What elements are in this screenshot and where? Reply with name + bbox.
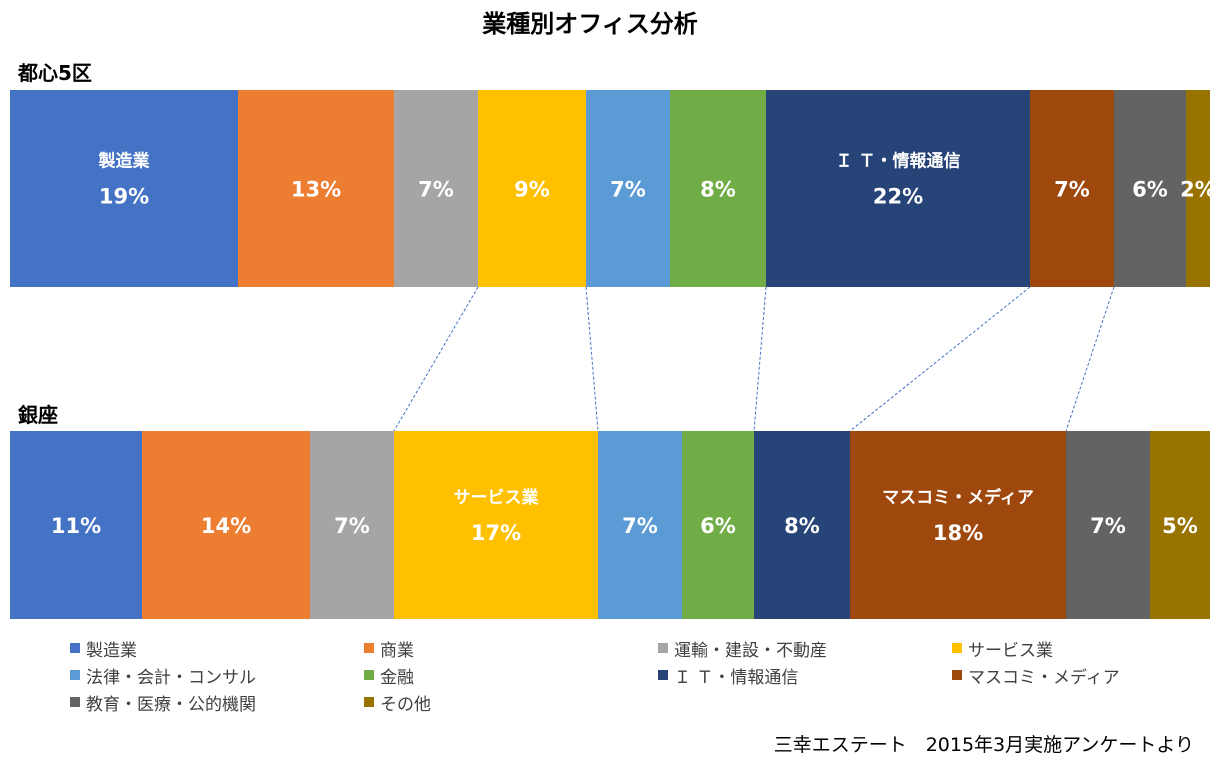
bar-segment-ginza-2 bbox=[310, 431, 394, 619]
group-label-toshin: 都心5区 bbox=[18, 61, 92, 85]
data-label-toshin-0: 19% bbox=[99, 185, 149, 209]
legend-swatch bbox=[70, 670, 80, 680]
bar-segment-ginza-8 bbox=[1066, 431, 1150, 619]
bar-segment-toshin-8 bbox=[1114, 90, 1186, 287]
bar-segment-ginza-7 bbox=[850, 431, 1066, 619]
legend-item-3: サービス業 bbox=[952, 636, 1190, 661]
data-label-toshin-1: 13% bbox=[291, 178, 341, 202]
data-label-ginza-2: 7% bbox=[334, 514, 370, 538]
legend-item-8: 教育・医療・公的機関 bbox=[70, 690, 364, 715]
data-label-toshin-9: 2% bbox=[1180, 178, 1216, 202]
category-label-toshin-6: Ｉ Ｔ・情報通信 bbox=[836, 151, 961, 172]
legend-swatch bbox=[952, 670, 962, 680]
data-label-toshin-7: 7% bbox=[1054, 178, 1090, 202]
legend-label: 製造業 bbox=[86, 640, 137, 661]
connector-line-4 bbox=[1065, 286, 1115, 432]
data-label-toshin-3: 9% bbox=[514, 178, 550, 202]
legend-item-2: 運輸・建設・不動産 bbox=[658, 636, 952, 661]
bar-segment-toshin-3 bbox=[478, 90, 586, 287]
legend-swatch bbox=[70, 643, 80, 653]
bar-segment-ginza-0 bbox=[10, 431, 142, 619]
stacked-bar-chart: 19% 製造業 13% 7% 9% 7% 8% 22% Ｉ Ｔ・情報通信 7% 6% 2% 11% 14%… bbox=[10, 90, 1216, 619]
data-label-toshin-4: 7% bbox=[610, 178, 646, 202]
legend-swatch bbox=[364, 643, 374, 653]
legend-label: 金融 bbox=[380, 667, 414, 688]
legend-swatch bbox=[364, 697, 374, 707]
category-label-ginza-7: マスコミ・メディア bbox=[882, 487, 1034, 508]
connector-line-0 bbox=[393, 286, 479, 432]
connector-line-3 bbox=[849, 286, 1031, 432]
bar-segment-ginza-4 bbox=[598, 431, 682, 619]
legend-swatch bbox=[658, 643, 668, 653]
bar-segment-ginza-9 bbox=[1150, 431, 1210, 619]
bar-segment-ginza-5 bbox=[682, 431, 754, 619]
data-label-ginza-8: 7% bbox=[1090, 514, 1126, 538]
legend-label: Ｉ Ｔ・情報通信 bbox=[674, 667, 799, 688]
group-label-ginza: 銀座 bbox=[18, 403, 58, 427]
legend-swatch bbox=[70, 697, 80, 707]
legend-item-4: 法律・会計・コンサル bbox=[70, 663, 364, 688]
category-label-toshin-0: 製造業 bbox=[98, 151, 150, 172]
legend-label: 教育・医療・公的機関 bbox=[86, 694, 256, 715]
bar-segment-ginza-6 bbox=[754, 431, 850, 619]
legend-label: その他 bbox=[380, 694, 431, 715]
data-label-ginza-1: 14% bbox=[201, 514, 251, 538]
bars bbox=[10, 90, 1210, 619]
bar-segment-toshin-4 bbox=[586, 90, 670, 287]
bar-segment-toshin-0 bbox=[10, 90, 238, 287]
bar-segment-toshin-1 bbox=[238, 90, 394, 287]
bar-segment-toshin-7 bbox=[1030, 90, 1114, 287]
data-label-ginza-9: 5% bbox=[1162, 514, 1198, 538]
data-label-ginza-0: 11% bbox=[51, 514, 101, 538]
legend-item-9: その他 bbox=[364, 690, 658, 715]
legend-swatch bbox=[952, 643, 962, 653]
connector-line-1 bbox=[585, 286, 599, 432]
bar-segment-ginza-1 bbox=[142, 431, 310, 619]
data-labels: 19% 製造業 13% 7% 9% 7% 8% 22% Ｉ Ｔ・情報通信 7% 6% 2% 11% 14%… bbox=[51, 151, 1216, 546]
data-label-ginza-4: 7% bbox=[622, 514, 658, 538]
data-label-toshin-5: 8% bbox=[700, 178, 736, 202]
legend-swatch bbox=[658, 670, 668, 680]
bar-segment-ginza-3 bbox=[394, 431, 598, 619]
connector-line-2 bbox=[753, 286, 767, 432]
legend: 製造業 商業 運輸・建設・不動産 サービス業法律・会計・コンサル 金融 Ｉ Ｔ・情報通信 マ… bbox=[70, 636, 1190, 715]
data-label-toshin-2: 7% bbox=[418, 178, 454, 202]
legend-swatch bbox=[364, 670, 374, 680]
data-label-ginza-3: 17% bbox=[471, 521, 521, 545]
legend-label: 商業 bbox=[380, 640, 414, 661]
data-label-ginza-6: 8% bbox=[784, 514, 820, 538]
data-label-toshin-6: 22% bbox=[873, 185, 923, 209]
category-label-ginza-3: サービス業 bbox=[454, 487, 539, 508]
bar-segment-toshin-9 bbox=[1186, 90, 1210, 287]
legend-label: 法律・会計・コンサル bbox=[86, 667, 256, 688]
bar-segment-toshin-2 bbox=[394, 90, 478, 287]
legend-item-1: 商業 bbox=[364, 636, 658, 661]
legend-item-0: 製造業 bbox=[70, 636, 364, 661]
bar-segment-toshin-6 bbox=[766, 90, 1030, 287]
legend-item-7: マスコミ・メディア bbox=[952, 663, 1190, 688]
source-note: 三幸エステート 2015年3月実施アンケートより bbox=[773, 734, 1194, 756]
data-label-toshin-8: 6% bbox=[1132, 178, 1168, 202]
data-label-ginza-7: 18% bbox=[933, 521, 983, 545]
chart-title: 業種別オフィス分析 bbox=[482, 10, 698, 38]
legend-label: マスコミ・メディア bbox=[968, 667, 1120, 688]
legend-label: サービス業 bbox=[968, 640, 1053, 661]
legend-item-5: 金融 bbox=[364, 663, 658, 688]
connector-lines bbox=[393, 286, 1115, 432]
bar-segment-toshin-5 bbox=[670, 90, 766, 287]
data-label-ginza-5: 6% bbox=[700, 514, 736, 538]
legend-label: 運輸・建設・不動産 bbox=[674, 640, 827, 661]
legend-item-6: Ｉ Ｔ・情報通信 bbox=[658, 663, 952, 688]
